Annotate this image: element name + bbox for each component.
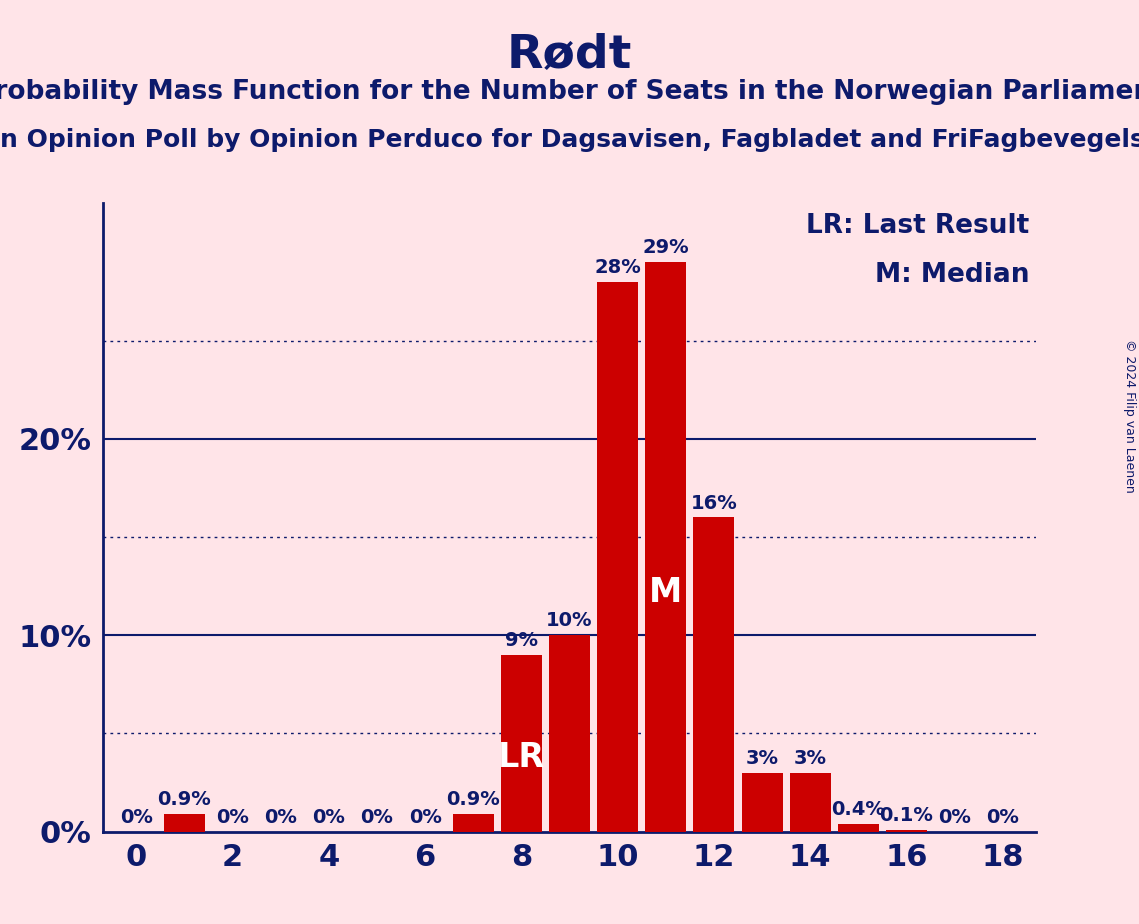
Text: 16%: 16%: [690, 493, 737, 513]
Text: LR: Last Result: LR: Last Result: [806, 213, 1030, 239]
Bar: [549, 636, 590, 832]
Text: 3%: 3%: [746, 748, 779, 768]
Bar: [838, 824, 879, 832]
Text: 0.4%: 0.4%: [831, 800, 885, 819]
Text: 0%: 0%: [216, 808, 249, 827]
Text: 0%: 0%: [939, 808, 972, 827]
Text: M: M: [649, 576, 682, 609]
Text: 29%: 29%: [642, 238, 689, 257]
Text: 0.1%: 0.1%: [879, 806, 934, 825]
Text: 0.9%: 0.9%: [446, 790, 500, 809]
Bar: [694, 517, 735, 832]
Text: M: Median: M: Median: [875, 262, 1030, 288]
Text: 0.9%: 0.9%: [157, 790, 211, 809]
Bar: [886, 830, 927, 832]
Text: 3%: 3%: [794, 748, 827, 768]
Text: LR: LR: [498, 741, 544, 774]
Text: 0%: 0%: [409, 808, 442, 827]
Text: 0%: 0%: [312, 808, 345, 827]
Text: 10%: 10%: [547, 612, 592, 630]
Text: © 2024 Filip van Laenen: © 2024 Filip van Laenen: [1123, 339, 1136, 492]
Text: n Opinion Poll by Opinion Perduco for Dagsavisen, Fagbladet and FriFagbevegelse,: n Opinion Poll by Opinion Perduco for Da…: [0, 128, 1139, 152]
Bar: [501, 655, 542, 832]
Text: 0%: 0%: [986, 808, 1019, 827]
Bar: [789, 772, 830, 832]
Text: 0%: 0%: [120, 808, 153, 827]
Bar: [453, 814, 493, 832]
Bar: [646, 262, 686, 832]
Text: 0%: 0%: [264, 808, 297, 827]
Text: Probability Mass Function for the Number of Seats in the Norwegian Parliament: Probability Mass Function for the Number…: [0, 79, 1139, 104]
Bar: [597, 282, 638, 832]
Text: 28%: 28%: [595, 258, 641, 277]
Text: Rødt: Rødt: [507, 32, 632, 78]
Bar: [741, 772, 782, 832]
Text: 9%: 9%: [505, 631, 538, 650]
Text: 0%: 0%: [360, 808, 393, 827]
Bar: [164, 814, 205, 832]
